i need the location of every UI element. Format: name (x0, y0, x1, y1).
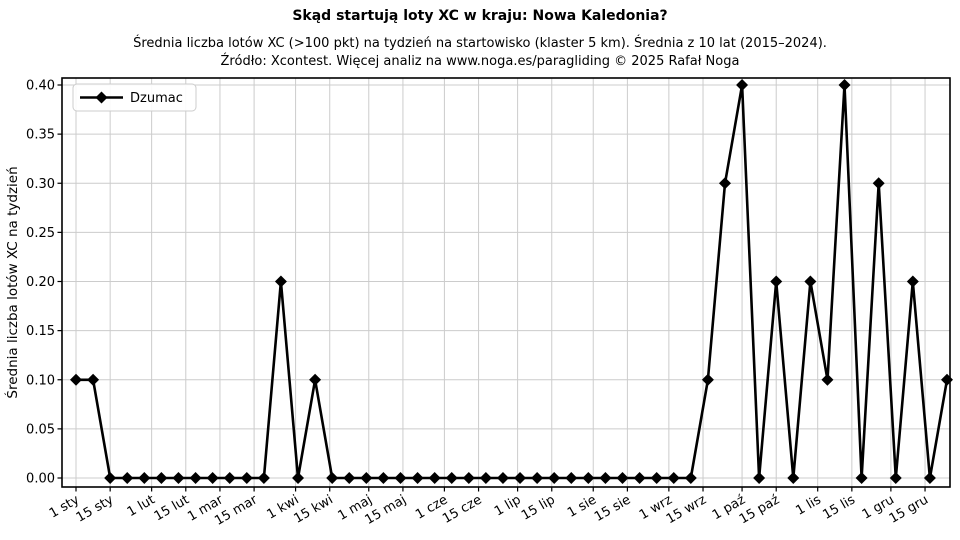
x-tick-label: 15 kwi (291, 492, 335, 526)
legend: Dzumac (72, 83, 197, 112)
data-point-marker (667, 472, 680, 484)
data-point-marker (906, 275, 919, 288)
data-point-marker (838, 79, 851, 91)
data-point-marker (889, 472, 902, 484)
data-point-marker (274, 275, 287, 288)
data-point-marker (821, 373, 834, 386)
data-point-marker (309, 373, 322, 386)
data-point-marker (923, 472, 936, 484)
data-point-marker (496, 472, 509, 484)
data-point-marker (172, 472, 185, 484)
y-tick-label: 0.25 (26, 226, 55, 241)
x-tick-label: 15 gru (887, 492, 931, 526)
y-tick-label: 0.30 (26, 177, 55, 192)
data-point-marker (599, 472, 612, 484)
x-tick-label: 1 lis (793, 492, 824, 518)
data-point-marker (394, 472, 407, 484)
y-tick-label: 0.10 (26, 373, 55, 388)
data-point-marker (360, 472, 373, 484)
y-axis: 0.00 0.05 0.10 0.15 0.20 0.25 0.30 0.35 0.40 (26, 79, 62, 487)
data-point-marker (206, 472, 219, 484)
chart-title: Skąd startują loty XC w kraju: Nowa Kale… (292, 8, 668, 24)
y-tick-label: 0.35 (26, 128, 55, 143)
data-point-marker (479, 472, 492, 484)
legend-marker (95, 91, 108, 104)
series-line (74, 83, 949, 480)
series-dzumac (74, 83, 949, 480)
data-point-marker (855, 472, 868, 484)
data-point-marker (804, 275, 817, 288)
data-point-marker (411, 472, 424, 484)
x-tick-label: 15 cze (440, 492, 484, 526)
chart-source-note: Źródło: Xcontest. Więcej analiz na www.n… (220, 54, 740, 69)
data-points (70, 79, 953, 484)
data-point-marker (514, 472, 527, 484)
data-point-marker (445, 472, 458, 484)
y-tick-label: 0.05 (26, 422, 55, 437)
data-point-marker (189, 472, 202, 484)
data-point-marker (326, 472, 339, 484)
data-point-marker (138, 472, 151, 484)
x-tick-label: 15 wrz (664, 492, 709, 527)
data-point-marker (872, 177, 885, 190)
data-point-marker (292, 472, 305, 484)
legend-label: Dzumac (130, 91, 183, 106)
data-point-marker (736, 79, 749, 91)
data-point-marker (753, 472, 766, 484)
data-point-marker (257, 472, 270, 484)
data-point-marker (240, 472, 253, 484)
data-point-marker (701, 373, 714, 386)
y-tick-label: 0.40 (26, 79, 55, 94)
data-point-marker (70, 373, 82, 386)
data-point-marker (650, 472, 663, 484)
x-tick-label: 15 lip (519, 492, 558, 523)
x-tick-label: 15 paź (737, 492, 783, 527)
data-point-marker (428, 472, 441, 484)
data-point-marker (548, 472, 561, 484)
data-point-marker (616, 472, 629, 484)
x-tick-label: 1 lut (125, 492, 158, 520)
data-point-marker (684, 472, 697, 484)
y-gridlines (62, 84, 950, 479)
data-point-marker (770, 275, 783, 288)
y-tick-label: 0.20 (26, 275, 55, 290)
chart-subtitle: Średnia liczba lotów XC (>100 pkt) na ty… (133, 36, 827, 51)
y-tick-label: 0.15 (26, 324, 55, 339)
data-point-marker (377, 472, 390, 484)
data-point-marker (531, 472, 544, 484)
x-tick-label: 15 sie (592, 492, 633, 525)
data-point-marker (787, 472, 800, 484)
data-point-marker (121, 472, 134, 484)
data-point-marker (155, 472, 168, 484)
x-tick-label: 15 lis (820, 492, 858, 522)
data-point-marker (582, 472, 595, 484)
data-point-marker (941, 373, 953, 386)
data-point-marker (462, 472, 475, 484)
x-tick-label: 15 sty (74, 492, 117, 525)
plot-border (61, 77, 951, 488)
data-point-marker (633, 472, 646, 484)
data-point-marker (343, 472, 356, 484)
x-tick-label: 15 lut (152, 492, 192, 524)
data-point-marker (104, 472, 117, 484)
data-point-marker (565, 472, 578, 484)
data-point-marker (87, 373, 100, 386)
y-axis-label: Średnia liczba lotów XC na tydzień (3, 166, 21, 398)
x-tick-label: 1 lip (492, 492, 524, 519)
data-point-marker (223, 472, 236, 484)
y-tick-label: 0.00 (26, 472, 55, 487)
legend-box (72, 83, 197, 112)
data-point-marker (718, 177, 731, 190)
